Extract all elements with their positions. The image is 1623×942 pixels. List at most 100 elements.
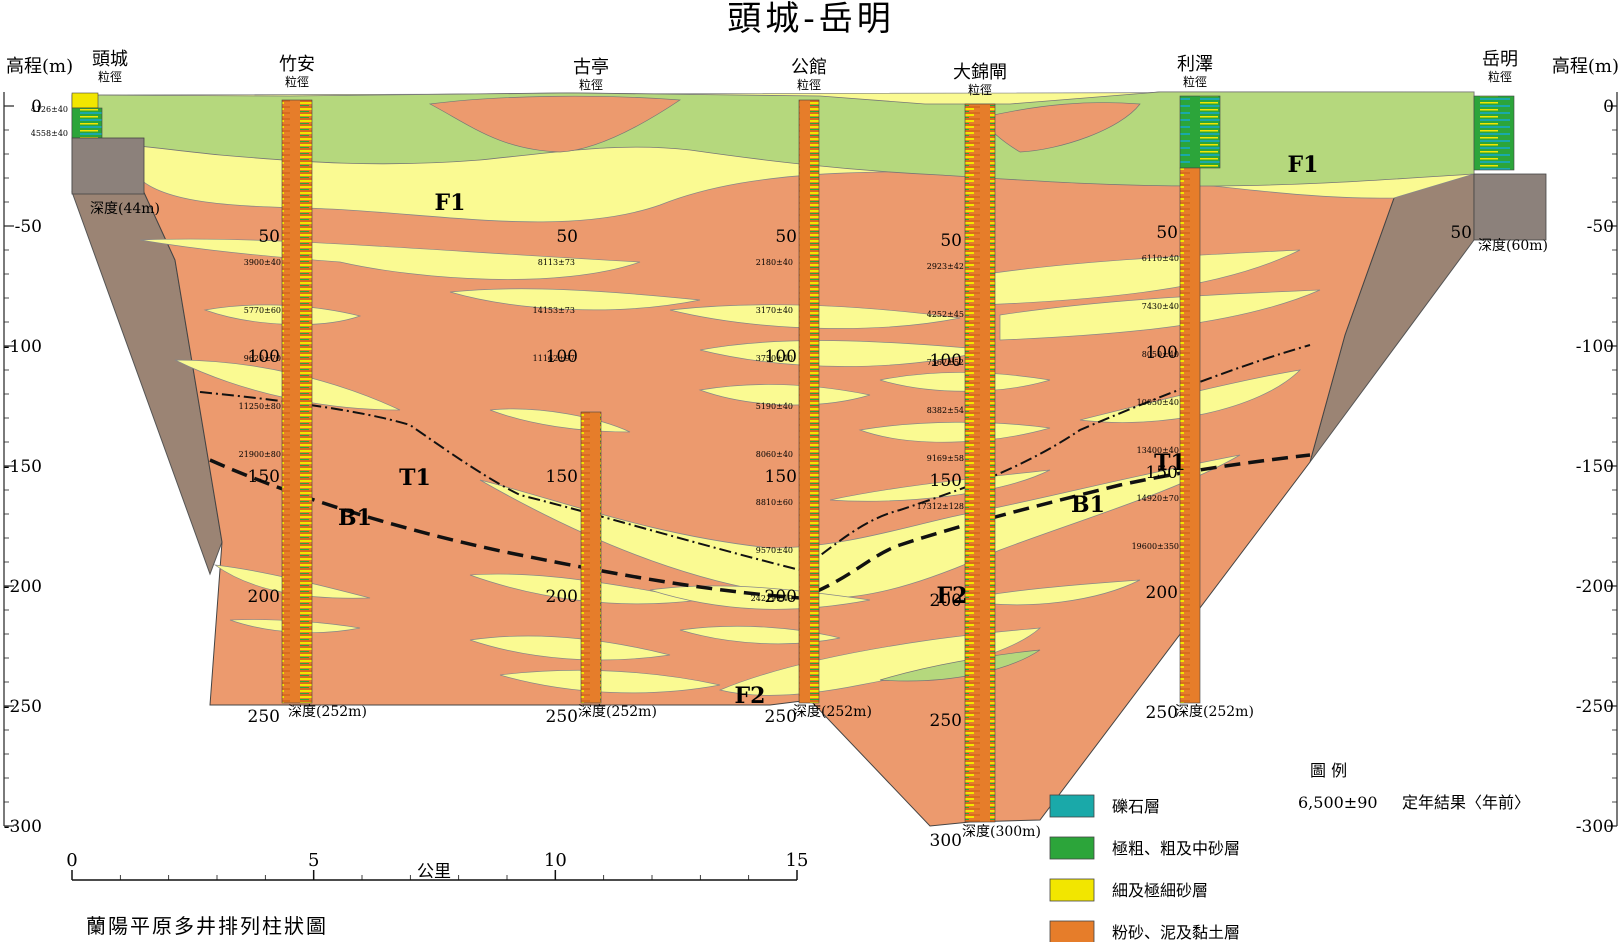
scale-label: 公里 xyxy=(417,862,451,882)
well-depth-tick: 50 xyxy=(1156,223,1178,243)
well-depth-tick: 200 xyxy=(1146,583,1178,603)
date-label: 6110±40 xyxy=(1142,254,1179,263)
date-label: 5190±40 xyxy=(756,402,793,411)
distance-scale: 0 5 10 15 公里 xyxy=(66,850,808,882)
well-core-touching xyxy=(71,92,99,109)
axis-ticks: 0 0 -50 -50 -100 -100 -150 -150 -200 -200 -250 -250… xyxy=(4,97,1617,837)
well-name: 竹安 xyxy=(279,54,315,75)
date-label: 2923±42 xyxy=(927,262,964,271)
well-depth-tick: 150 xyxy=(765,467,797,487)
grain-size-label: 粒徑 xyxy=(1488,69,1512,84)
legend-title: 圖 例 xyxy=(1310,761,1347,780)
date-label: 10050±40 xyxy=(1137,398,1179,407)
date-label: 11162±97 xyxy=(533,354,575,363)
well-name: 利澤 xyxy=(1177,54,1213,75)
well-depth-tick: 200 xyxy=(546,587,578,607)
legend-item-label: 極粗、粗及中砂層 xyxy=(1112,839,1240,858)
tick-label-left: -250 xyxy=(4,697,42,717)
date-label: 21900±80 xyxy=(239,450,281,459)
well-depth-tick: 50 xyxy=(940,231,962,251)
figure-caption: 蘭陽平原多井排列柱狀圖 xyxy=(86,914,328,938)
scale-tick-label: 5 xyxy=(308,850,319,871)
sand-lens xyxy=(858,421,1051,443)
grain-size-label: 粒徑 xyxy=(797,77,821,92)
tick-label-left: 0 xyxy=(31,97,42,117)
scale-tick-label: 10 xyxy=(544,850,567,871)
scale-tick-label: 0 xyxy=(66,850,77,871)
well-depth-tick: 250 xyxy=(248,707,280,727)
zone-label: T1 xyxy=(399,465,431,491)
date-label: 8113±73 xyxy=(538,258,575,267)
well-core xyxy=(798,99,820,704)
date-label: 4252±45 xyxy=(927,310,964,319)
well-depth-tick: 250 xyxy=(930,711,962,731)
date-label: 24219±49 xyxy=(751,594,793,603)
well-core-touching xyxy=(71,107,103,139)
well-depth-tick: 300 xyxy=(930,831,962,851)
zone-labels: F1 F1 F2 F2 T1 T1 B1 B1 xyxy=(338,152,1318,709)
legend-swatch xyxy=(1049,836,1095,860)
tick-label-right: -50 xyxy=(1587,217,1614,237)
figure-title: 頭城-岳明 xyxy=(727,0,895,39)
zone-label: T1 xyxy=(1154,450,1186,476)
zone-label: F2 xyxy=(735,683,766,709)
legend-swatch xyxy=(1049,920,1095,942)
date-label: 5770±60 xyxy=(244,306,281,315)
well-core-top xyxy=(1473,95,1515,171)
date-label: 8810±60 xyxy=(756,498,793,507)
sand-lens xyxy=(999,289,1321,341)
grain-size-label: 粒徑 xyxy=(98,69,122,84)
green-lens xyxy=(879,649,1041,682)
well-depth-tick: 150 xyxy=(930,471,962,491)
date-label: 3900±40 xyxy=(244,258,281,267)
well-columns xyxy=(71,92,1547,823)
well-core xyxy=(580,411,602,704)
well-depth-tick: 100 xyxy=(248,347,280,367)
legend-date-label: 定年結果〈年前〉 xyxy=(1402,793,1530,812)
clay-lens-top-right xyxy=(979,102,1141,153)
date-label: 7567±52 xyxy=(927,358,964,367)
date-label: 9169±58 xyxy=(927,454,964,463)
tick-label-left: -100 xyxy=(4,337,42,357)
sand-lens xyxy=(469,635,671,661)
legend-swatch xyxy=(1049,878,1095,902)
date-label: 19600±350 xyxy=(1132,542,1179,551)
sand-lens xyxy=(499,669,721,694)
axis-right-label: 高程(m) xyxy=(1552,56,1619,77)
well-depth-label: 深度(44m) xyxy=(90,201,160,217)
well-depth-label: 深度(252m) xyxy=(1175,704,1254,720)
tick-label-left: -200 xyxy=(4,577,42,597)
zone-label: F1 xyxy=(435,190,466,216)
grain-size-label: 粒徑 xyxy=(1183,74,1207,89)
legend-date-example: 6,500±90 xyxy=(1298,793,1378,812)
well-depth-label: 深度(60m) xyxy=(1478,238,1548,254)
zone-label: B1 xyxy=(1071,492,1105,518)
sand-lens xyxy=(449,288,701,311)
clay-lens-top xyxy=(428,95,682,153)
zone-label: B1 xyxy=(338,505,372,531)
sand-lens xyxy=(979,249,1301,306)
well-name: 古亭 xyxy=(573,57,609,78)
section-body xyxy=(71,91,1475,827)
date-label: 13400±40 xyxy=(1137,446,1179,455)
well-depth-label: 深度(252m) xyxy=(793,704,872,720)
legend-item-label: 粉砂、泥及黏土層 xyxy=(1112,923,1240,942)
tick-label-right: -300 xyxy=(1576,817,1614,837)
legend-item-label: 細及極細砂層 xyxy=(1112,881,1208,900)
well-depth-tick: 200 xyxy=(765,587,797,607)
sand-lens xyxy=(959,579,1141,606)
well-depth-tick: 50 xyxy=(1450,223,1472,243)
well-name: 岳明 xyxy=(1482,49,1518,70)
date-label: 8050±40 xyxy=(1142,350,1179,359)
tick-label-right: -250 xyxy=(1576,697,1614,717)
well-depth-tick: 150 xyxy=(248,467,280,487)
well-depth-tick: 50 xyxy=(258,227,280,247)
grain-size-label: 粒徑 xyxy=(968,82,992,97)
well-depth-tick: 250 xyxy=(765,707,797,727)
date-label: 9620±70 xyxy=(244,354,281,363)
legend-swatch xyxy=(1049,794,1095,818)
well-depth-tick: 100 xyxy=(1146,343,1178,363)
well-depth-tick: 50 xyxy=(556,227,578,247)
